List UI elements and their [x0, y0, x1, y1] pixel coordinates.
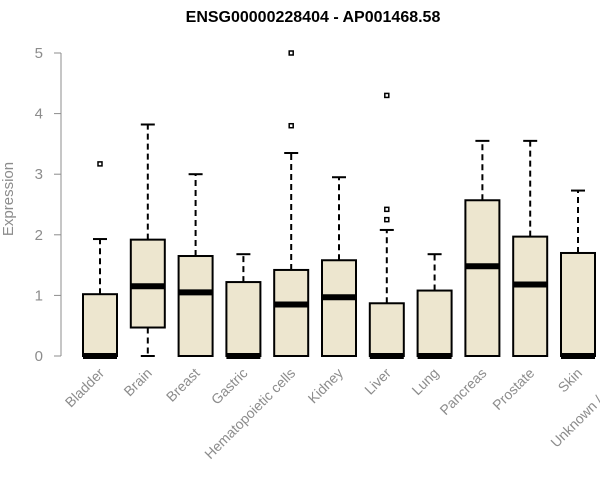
box-lung — [416, 253, 453, 359]
boxes-group — [82, 50, 596, 359]
iqr-box — [512, 235, 549, 357]
outlier-point — [384, 216, 390, 223]
iqr-box — [225, 281, 262, 357]
x-tick-label: Pancreas — [436, 365, 489, 418]
box-brain — [129, 123, 166, 357]
chart-title: ENSG00000228404 - AP001468.58 — [186, 9, 441, 26]
y-tick-label: 4 — [35, 106, 43, 123]
iqr-box — [464, 199, 501, 357]
box-breast — [177, 173, 214, 358]
box-skin — [560, 189, 596, 359]
x-tick-label: Gastric — [208, 365, 251, 408]
x-tick-label: Hematopoietic cells — [201, 365, 298, 462]
box-prostate — [512, 139, 549, 357]
box-hematopoietic-cells — [273, 50, 310, 357]
box-kidney — [321, 176, 357, 358]
x-tick-label: Liver — [361, 365, 394, 398]
outlier-point — [384, 92, 390, 99]
y-tick-label: 2 — [35, 227, 43, 244]
y-axis: 0 1 2 3 4 5 — [35, 45, 62, 365]
x-tick-label: Brain — [120, 365, 154, 399]
box-pancreas — [464, 139, 501, 357]
box-liver — [368, 92, 405, 359]
iqr-box — [321, 259, 357, 358]
y-axis-label: Expression — [0, 162, 17, 236]
outlier-point — [288, 50, 294, 56]
y-tick-label: 3 — [35, 166, 43, 183]
x-tick-label: Kidney — [305, 365, 347, 407]
outlier-point — [97, 161, 103, 167]
y-tick-label: 1 — [35, 287, 43, 304]
x-tick-label: Prostate — [489, 365, 537, 413]
x-tick-label: Breast — [163, 365, 203, 405]
y-tick-label: 0 — [35, 348, 43, 365]
box-gastric — [225, 253, 262, 359]
iqr-box — [273, 268, 310, 357]
y-tick-label: 5 — [35, 45, 43, 62]
iqr-box — [177, 255, 214, 358]
iqr-box — [368, 302, 405, 358]
box-bladder — [82, 161, 118, 359]
x-tick-label: Lung — [408, 365, 441, 398]
iqr-box — [416, 289, 453, 357]
outlier-point — [288, 122, 294, 129]
iqr-box — [560, 251, 596, 357]
x-tick-label: Skin — [555, 365, 586, 396]
iqr-box — [82, 293, 118, 357]
outlier-point — [384, 206, 390, 213]
x-tick-label: Bladder — [62, 365, 108, 411]
